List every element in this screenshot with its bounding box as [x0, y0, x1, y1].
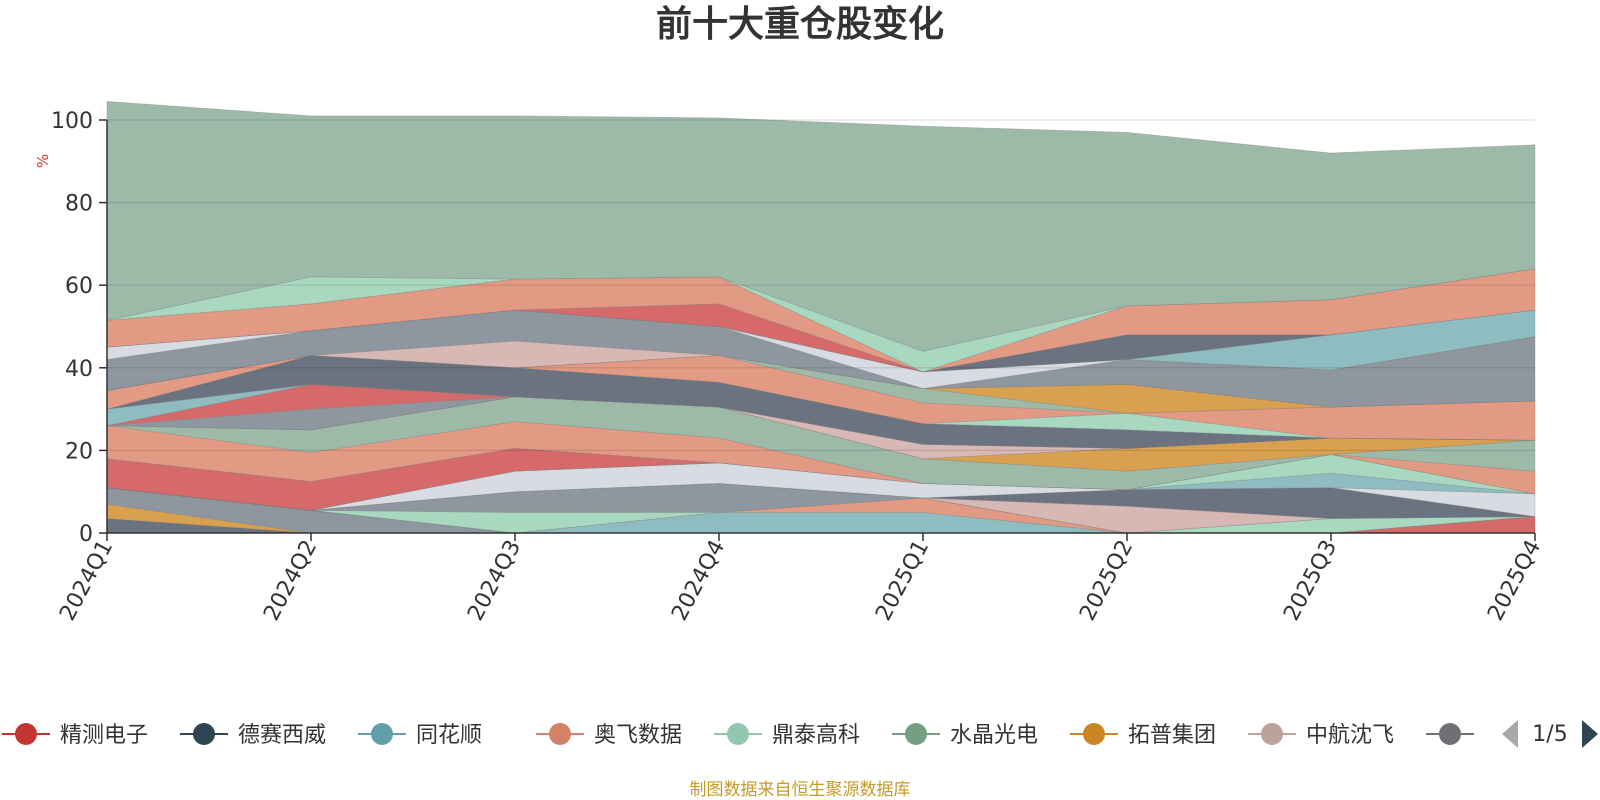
y-tick-label: 20: [65, 439, 93, 464]
area-layer-34: [106, 100, 1536, 352]
x-tick-label: 2024Q3: [463, 536, 526, 625]
legend-label: 同花顺: [416, 723, 482, 748]
x-tick-label: 2025Q2: [1075, 536, 1138, 625]
y-tick-label: 40: [65, 357, 93, 382]
legend-item[interactable]: 中航沈飞: [1248, 723, 1394, 748]
y-tick-label: 0: [79, 522, 93, 547]
chart-title: 前十大重仓股变化: [656, 3, 944, 45]
legend-item[interactable]: 水晶光电: [892, 723, 1038, 748]
legend-marker-icon: [727, 723, 749, 745]
y-tick-label: 80: [65, 192, 93, 217]
legend-marker-icon: [1261, 723, 1283, 745]
legend-pager: 1/5: [1502, 720, 1598, 748]
legend-item[interactable]: 同花顺: [358, 723, 482, 748]
legend-label: 德赛西威: [238, 723, 326, 748]
x-tick-label: 2025Q4: [1483, 536, 1546, 625]
legend-marker-icon: [549, 723, 571, 745]
source-note: 制图数据来自恒生聚源数据库: [690, 780, 911, 800]
legend-item[interactable]: 奥飞数据: [536, 723, 682, 748]
y-axis-title: %: [34, 154, 52, 168]
legend-marker-icon: [15, 723, 37, 745]
x-tick-label: 2024Q1: [55, 536, 118, 625]
x-tick-label: 2025Q1: [871, 536, 934, 625]
legend-marker-icon: [371, 723, 393, 745]
legend-item[interactable]: 麦格米特: [1426, 723, 1572, 748]
legend-label: 奥飞数据: [594, 723, 682, 748]
legend-label: 拓普集团: [1128, 723, 1216, 748]
legend-item[interactable]: 拓普集团: [1070, 723, 1216, 748]
legend-label: 水晶光电: [950, 723, 1038, 748]
y-tick-label: 100: [51, 109, 93, 134]
x-tick-label: 2024Q2: [259, 536, 322, 625]
legend-label: 鼎泰高科: [772, 723, 860, 748]
legend-items: 精测电子 德赛西威 同花顺 奥飞数据 鼎泰高科 水晶光电 拓普集团 中航沈飞 麦格米特: [2, 723, 1572, 748]
x-tick-label: 2024Q4: [667, 536, 730, 625]
y-tick-label: 60: [65, 274, 93, 299]
legend-item[interactable]: 精测电子: [2, 723, 148, 748]
area-layer-10: [106, 462, 1536, 517]
legend-page-indicator: 1/5: [1532, 722, 1567, 747]
legend-label: 中航沈飞: [1306, 723, 1394, 748]
area-layer-32: [106, 268, 1536, 373]
gridlines: [107, 119, 1535, 451]
legend-prev-icon[interactable]: [1502, 720, 1518, 748]
axes: [99, 119, 1536, 541]
area-layers: [106, 100, 1536, 534]
legend-next-icon[interactable]: [1582, 720, 1598, 748]
legend-marker-icon: [193, 723, 215, 745]
legend-item[interactable]: 鼎泰高科: [714, 723, 860, 748]
legend-marker-icon: [1083, 723, 1105, 745]
x-tick-label: 2025Q3: [1279, 536, 1342, 625]
legend-item[interactable]: 德赛西威: [180, 723, 326, 748]
legend-marker-icon: [1439, 723, 1461, 745]
legend-marker-icon: [905, 723, 927, 745]
legend-label: 精测电子: [60, 723, 148, 748]
legend: 精测电子 德赛西威 同花顺 奥飞数据 鼎泰高科 水晶光电 拓普集团 中航沈飞 麦格米特: [2, 723, 1572, 748]
